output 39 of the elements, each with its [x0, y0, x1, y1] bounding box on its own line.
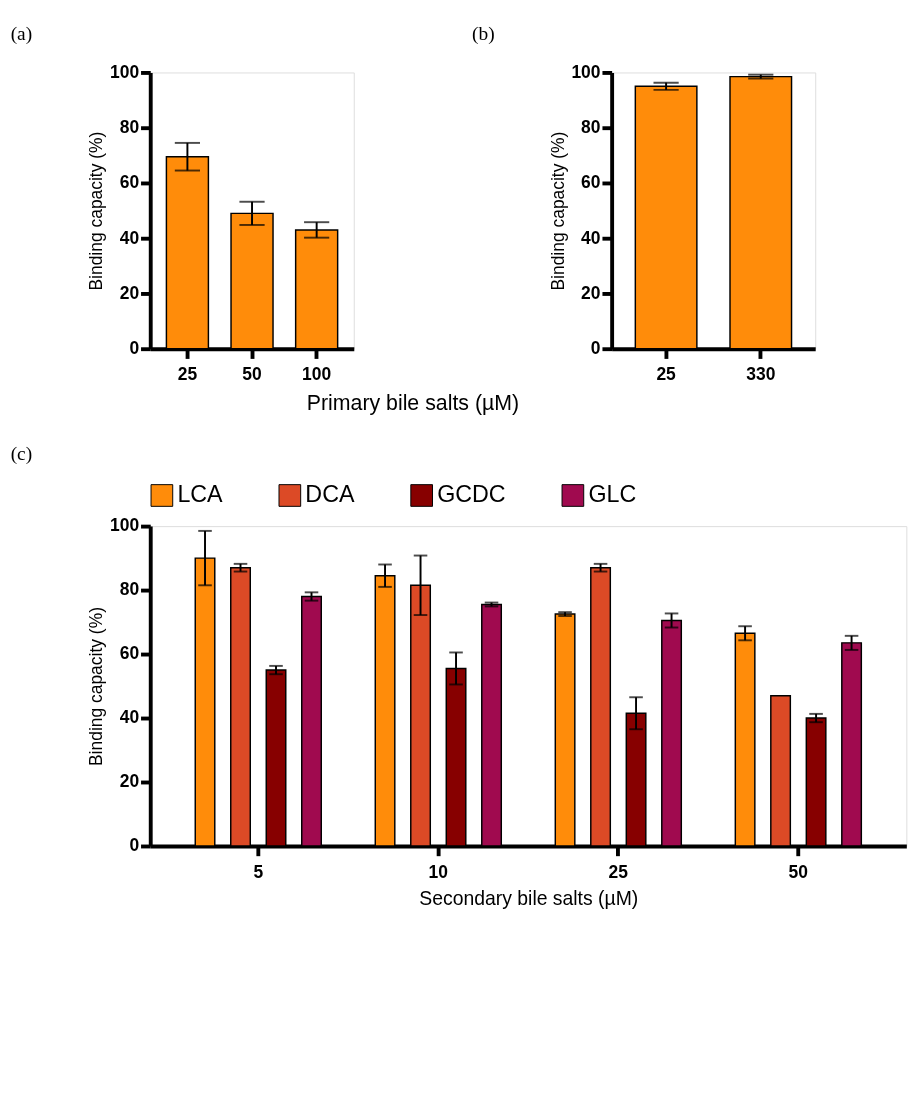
legend-label: GCDC: [437, 481, 506, 508]
x-tick-label: 25: [608, 861, 629, 882]
y-tick-label: 100: [571, 61, 601, 82]
y-tick-label: 0: [129, 338, 140, 359]
legend-label: DCA: [305, 481, 355, 508]
y-tick-label: 20: [119, 771, 140, 792]
y-tick-label: 0: [129, 835, 140, 856]
y-tick-label: 60: [119, 172, 140, 193]
y-tick-label: 40: [119, 227, 140, 248]
y-tick-label: 100: [110, 515, 140, 536]
y-tick-label: 80: [119, 117, 140, 138]
x-axis-title: Primary bile salts (µM): [306, 391, 520, 416]
x-tick-label: 50: [788, 861, 809, 882]
y-tick-label: 20: [581, 282, 601, 303]
y-axis-title: Binding capacity (%): [86, 607, 107, 767]
legend-label: GLC: [588, 481, 637, 508]
y-tick-label: 80: [581, 117, 601, 138]
x-tick-label: 100: [302, 364, 332, 385]
y-tick-label: 80: [119, 579, 140, 600]
x-tick-label: 330: [746, 364, 776, 385]
chart-title: (b): [472, 23, 495, 46]
y-tick-label: 40: [581, 227, 601, 248]
y-tick-label: 0: [590, 338, 601, 359]
y-tick-label: 60: [581, 172, 601, 193]
x-tick-label: 25: [656, 364, 677, 385]
legend-label: LCA: [177, 481, 224, 508]
x-tick-label: 10: [428, 861, 448, 882]
chart-title: (c): [10, 443, 33, 466]
y-tick-label: 60: [119, 643, 140, 664]
x-tick-label: 5: [253, 861, 264, 882]
y-tick-label: 40: [119, 707, 140, 728]
x-tick-label: 50: [242, 364, 262, 385]
x-axis-title: Secondary bile salts (µM): [419, 886, 639, 909]
x-tick-label: 25: [177, 364, 198, 385]
y-tick-label: 20: [119, 282, 140, 303]
y-tick-label: 100: [110, 61, 140, 82]
y-axis-title: Binding capacity (%): [547, 131, 568, 291]
y-axis-title: Binding capacity (%): [86, 131, 107, 291]
chart-title: (a): [10, 23, 33, 46]
